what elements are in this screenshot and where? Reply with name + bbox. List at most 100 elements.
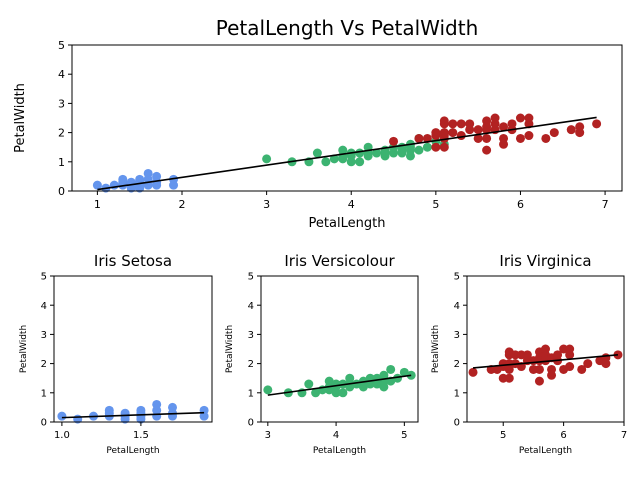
data-point	[439, 116, 449, 126]
chart-panel-2: Iris Setosa 1.0 1.5 0 1 2 3 4 5 PetalLength PetalW…	[19, 252, 213, 456]
data-point	[524, 113, 534, 123]
y-tick-label: 4	[248, 301, 254, 312]
y-tick-label: 0	[58, 185, 65, 198]
x-tick-label: 7	[621, 430, 627, 441]
fit-line	[472, 354, 619, 369]
data-point	[136, 405, 146, 415]
y-tick-label: 5	[41, 272, 47, 283]
data-point	[439, 128, 449, 138]
y-tick-label: 4	[454, 301, 460, 312]
data-point	[575, 122, 585, 132]
data-point	[499, 133, 509, 143]
data-point	[534, 364, 544, 374]
data-point	[92, 180, 102, 190]
chart-panel-1: PetalLength Vs PetalWidth 1 2 3 4 5 6 7 0 1 2 3 4 5 Pe…	[13, 16, 623, 231]
data-point	[422, 142, 432, 152]
axes-frame	[71, 44, 623, 192]
data-point	[355, 157, 365, 167]
x-axis-label: PetalLength	[309, 216, 386, 231]
data-point	[338, 388, 348, 398]
x-tick-label: 7	[602, 198, 609, 211]
data-point	[321, 157, 331, 167]
data-point	[355, 148, 365, 158]
chart-title: Iris Virginica	[499, 252, 591, 270]
y-tick-label: 1	[58, 156, 65, 169]
x-tick-label: 1.0	[54, 430, 70, 441]
axes-frame	[260, 275, 419, 423]
data-point	[386, 364, 396, 374]
data-point	[422, 133, 432, 143]
chart-panel-3: Iris Versicolour 3 4 5 0 1 2 3 4 5 PetalLength Peta…	[225, 252, 419, 456]
fit-line	[97, 116, 597, 191]
y-tick-label: 4	[41, 301, 47, 312]
data-point	[345, 373, 355, 383]
data-point	[565, 362, 575, 372]
chart-title: Iris Versicolour	[284, 252, 395, 270]
y-tick-label: 5	[248, 272, 254, 283]
axes-frame	[53, 275, 213, 423]
data-point	[312, 148, 322, 158]
data-point	[504, 373, 514, 383]
data-point	[473, 125, 483, 135]
y-axis-label: PetalWidth	[19, 325, 29, 373]
y-tick-label: 5	[58, 39, 65, 52]
x-tick-label: 3	[265, 430, 271, 441]
data-point	[372, 148, 382, 158]
data-point	[524, 131, 534, 141]
data-point	[482, 116, 492, 126]
y-axis-label: PetalWidth	[431, 325, 441, 373]
data-point	[549, 128, 559, 138]
fit-line	[267, 374, 412, 396]
data-point	[566, 125, 576, 135]
data-point	[465, 119, 475, 129]
data-point	[592, 119, 602, 129]
data-point	[414, 133, 424, 143]
x-tick-label: 6	[560, 430, 566, 441]
chart-title: PetalLength Vs PetalWidth	[216, 16, 479, 40]
data-point	[104, 405, 114, 415]
y-tick-label: 1	[454, 388, 460, 399]
data-point	[553, 350, 563, 360]
x-tick-label: 4	[348, 198, 355, 211]
x-tick-label: 1	[94, 198, 101, 211]
y-tick-label: 3	[58, 97, 65, 110]
x-axis-label: PetalLength	[519, 446, 572, 456]
x-tick-label: 5	[432, 198, 439, 211]
data-point	[456, 131, 466, 141]
data-point	[304, 379, 314, 389]
data-point	[439, 142, 449, 152]
chart-title: Iris Setosa	[94, 252, 172, 270]
fit-line	[61, 411, 205, 419]
data-point	[601, 353, 611, 363]
data-point	[152, 399, 162, 409]
data-point	[565, 344, 575, 354]
data-point	[57, 411, 67, 421]
data-point	[522, 350, 532, 360]
data-point	[456, 119, 466, 129]
y-tick-label: 0	[41, 418, 47, 429]
y-tick-label: 2	[248, 359, 254, 370]
data-point	[143, 168, 153, 178]
data-point	[583, 359, 593, 369]
data-point	[515, 113, 525, 123]
data-point	[448, 128, 458, 138]
data-point	[120, 408, 130, 418]
data-point	[152, 171, 162, 181]
data-point	[118, 174, 128, 184]
y-tick-label: 4	[58, 68, 65, 81]
y-tick-label: 2	[41, 359, 47, 370]
data-point	[311, 388, 321, 398]
data-point	[324, 376, 334, 386]
data-point	[577, 364, 587, 374]
data-point	[547, 364, 557, 374]
y-tick-label: 1	[41, 388, 47, 399]
data-point	[490, 113, 500, 123]
y-tick-label: 3	[248, 330, 254, 341]
y-axis-label: PetalWidth	[13, 83, 28, 153]
x-axis-label: PetalLength	[106, 446, 159, 456]
x-tick-label: 2	[179, 198, 186, 211]
data-point	[379, 370, 389, 380]
data-point	[431, 128, 441, 138]
